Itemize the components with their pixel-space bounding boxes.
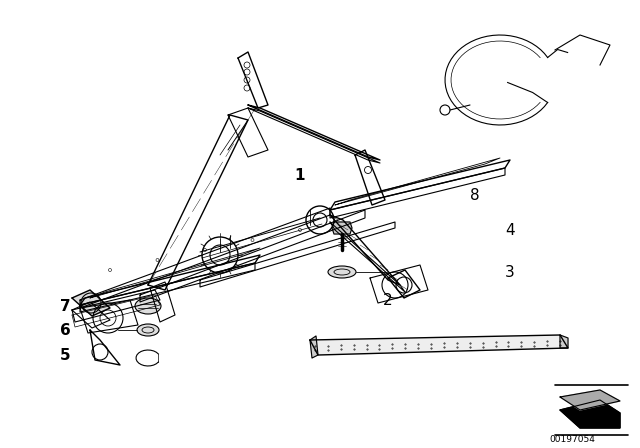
Ellipse shape bbox=[135, 298, 161, 314]
Text: 4: 4 bbox=[505, 223, 515, 237]
Text: 3: 3 bbox=[505, 264, 515, 280]
Text: 8: 8 bbox=[470, 188, 480, 202]
Text: 7: 7 bbox=[60, 298, 70, 314]
Polygon shape bbox=[310, 336, 318, 358]
Text: 1: 1 bbox=[295, 168, 305, 182]
Polygon shape bbox=[310, 335, 568, 355]
Ellipse shape bbox=[328, 266, 356, 278]
Text: 00197054: 00197054 bbox=[550, 435, 596, 444]
Polygon shape bbox=[72, 290, 110, 316]
Polygon shape bbox=[560, 335, 568, 348]
Text: 2: 2 bbox=[383, 293, 393, 307]
Text: 5: 5 bbox=[60, 348, 70, 362]
Ellipse shape bbox=[137, 324, 159, 336]
Polygon shape bbox=[560, 390, 620, 410]
Text: 6: 6 bbox=[60, 323, 70, 337]
Polygon shape bbox=[332, 222, 352, 234]
Polygon shape bbox=[560, 400, 620, 428]
